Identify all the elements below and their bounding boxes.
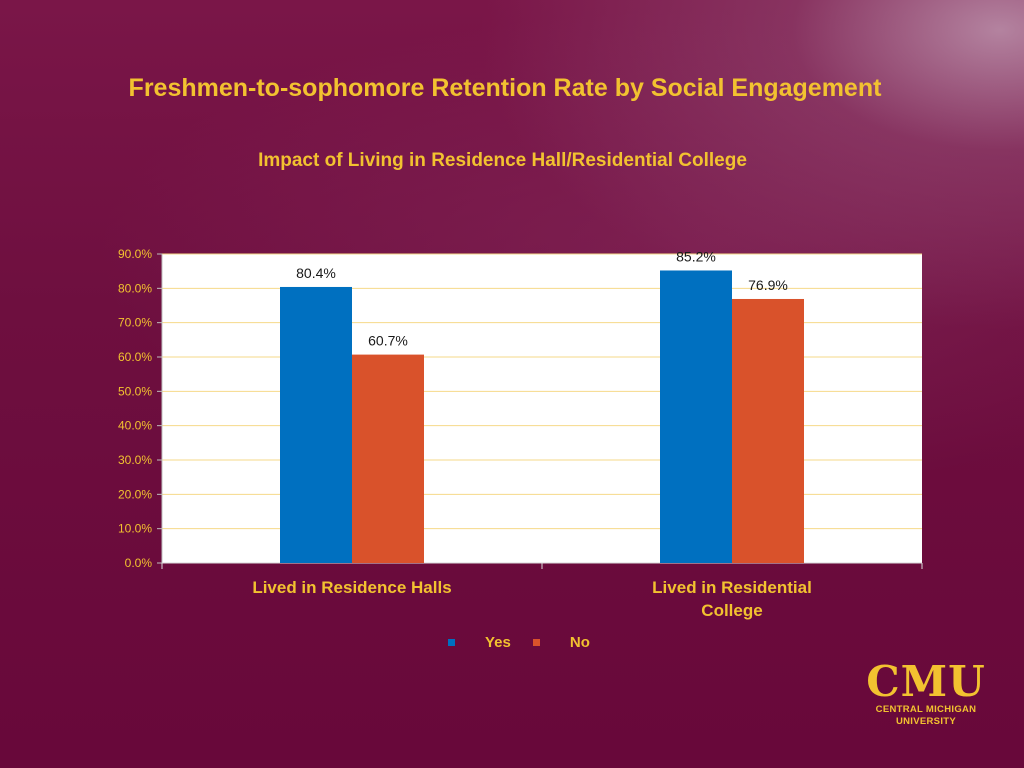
logo-line-2: UNIVERSITY [895, 716, 956, 727]
data-label: 76.9% [748, 277, 788, 293]
y-tick-label: 70.0% [118, 316, 152, 330]
legend-item-yes: Yes [448, 634, 511, 651]
y-tick-label: 50.0% [118, 384, 152, 398]
data-label: 85.2% [676, 248, 716, 264]
bar-yes [660, 270, 732, 563]
y-tick-label: 90.0% [118, 247, 152, 261]
chart-subtitle: Impact of Living in Residence Hall/Resid… [258, 150, 747, 171]
chart-legend: Yes No [448, 634, 612, 651]
y-tick-label: 40.0% [118, 419, 152, 433]
y-tick-label: 60.0% [118, 350, 152, 364]
y-tick-label: 20.0% [118, 487, 152, 501]
x-category-label: College [701, 601, 762, 620]
y-tick-label: 10.0% [118, 522, 152, 536]
cmu-logo: CMU CENTRAL MICHIGAN UNIVERSITY [866, 660, 986, 728]
logo-wordmark: CMU [866, 657, 986, 706]
x-category-label: Lived in Residence Halls [252, 578, 451, 597]
logo-line-1: CENTRAL MICHIGAN [875, 704, 977, 715]
y-tick-label: 80.0% [118, 281, 152, 295]
legend-swatch-yes [448, 639, 455, 646]
legend-item-no: No [532, 634, 590, 651]
legend-label-no: No [569, 634, 590, 651]
y-tick-label: 0.0% [125, 556, 153, 570]
slide-title: Freshmen-to-sophomore Retention Rate by … [128, 74, 882, 102]
legend-swatch-no [532, 639, 540, 646]
bar-no [732, 298, 804, 563]
bar-yes [280, 286, 352, 563]
plot-area [162, 254, 922, 563]
data-label: 60.7% [368, 333, 408, 349]
y-tick-label: 30.0% [118, 453, 152, 467]
legend-label-yes: Yes [485, 634, 511, 651]
data-label: 80.4% [296, 265, 336, 281]
bar-no [352, 354, 424, 563]
x-category-label: Lived in Residential [652, 578, 812, 597]
